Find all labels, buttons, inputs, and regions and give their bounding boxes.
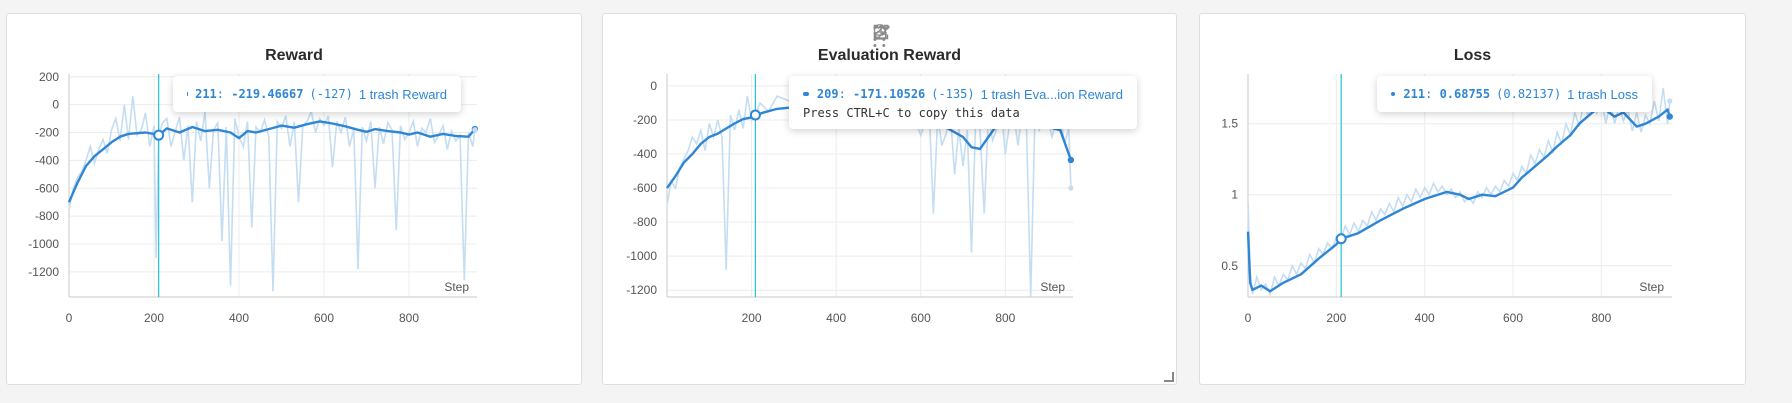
hover-point-marker bbox=[1335, 233, 1347, 245]
more-icon[interactable] bbox=[874, 25, 1135, 48]
raw-end-marker bbox=[1068, 185, 1074, 191]
series-swatch bbox=[1391, 92, 1396, 96]
y-tick-label: -1000 bbox=[626, 249, 657, 263]
tooltip-value: -171.10526 bbox=[853, 87, 926, 101]
tooltip-series-name: 1 trash Eva...ion Reward bbox=[980, 86, 1123, 102]
y-tick-label: -1200 bbox=[626, 283, 657, 297]
raw-end-marker bbox=[472, 127, 478, 133]
x-tick-label: 200 bbox=[144, 311, 164, 325]
y-tick-label: -1000 bbox=[28, 237, 59, 251]
y-tick-label: -600 bbox=[633, 181, 657, 195]
x-tick-label: 800 bbox=[1591, 311, 1611, 325]
x-tick-label: 800 bbox=[995, 311, 1015, 325]
y-tick-label: -400 bbox=[35, 153, 59, 167]
x-tick-label: 600 bbox=[1503, 311, 1523, 325]
raw-end-marker bbox=[1667, 98, 1673, 104]
tooltip-value: 0.68755 bbox=[1439, 87, 1491, 101]
evaluation-reward-tooltip: 209 : -171.10526 (-135) 1 trash Eva...io… bbox=[789, 76, 1137, 129]
series-swatch bbox=[803, 92, 809, 96]
hover-point-marker bbox=[749, 109, 761, 121]
series-end-marker bbox=[1067, 156, 1075, 164]
x-tick-label: 600 bbox=[911, 311, 931, 325]
x-axis-label: Step bbox=[1040, 280, 1065, 294]
tooltip-step: 211 bbox=[1403, 87, 1426, 101]
tooltip-value: -219.46667 bbox=[231, 87, 304, 101]
y-tick-label: -1200 bbox=[28, 265, 59, 279]
x-tick-label: 600 bbox=[314, 311, 334, 325]
series-end-marker bbox=[1666, 113, 1673, 120]
y-tick-label: -200 bbox=[633, 113, 657, 127]
y-tick-label: -800 bbox=[633, 215, 657, 229]
chart-panel-reward[interactable]: Reward 200 0 -200 -400 -600 -800 -1000 -1200 0 20… bbox=[6, 13, 582, 385]
raw-series-line bbox=[68, 96, 476, 292]
panel-toolbar: • • • •• • • • bbox=[873, 23, 1163, 52]
tooltip-colon: : bbox=[838, 87, 854, 101]
hover-point-marker bbox=[153, 129, 165, 141]
copy-hint: Press CTRL+C to copy this data bbox=[803, 106, 1020, 120]
x-tick-label: 0 bbox=[66, 311, 73, 325]
tooltip-step: 211 bbox=[195, 87, 217, 101]
resize-handle-icon[interactable] bbox=[1164, 372, 1174, 382]
y-tick-label: 200 bbox=[39, 70, 59, 84]
loss-chart[interactable]: 1.5 1 0.5 0 200 400 600 800 Step bbox=[1200, 14, 1746, 385]
raw-series-line bbox=[1247, 88, 1671, 297]
x-tick-label: 200 bbox=[742, 311, 762, 325]
x-tick-label: 400 bbox=[229, 311, 249, 325]
x-tick-label: 0 bbox=[1245, 311, 1252, 325]
tooltip-colon: : bbox=[216, 87, 232, 101]
y-tick-label: -400 bbox=[633, 147, 657, 161]
evaluation-reward-chart[interactable]: 0 -200 -400 -600 -800 -1000 -1200 200 400 600 800 S… bbox=[603, 14, 1177, 385]
tooltip-smoothed: (-127) bbox=[309, 87, 353, 101]
x-tick-label: 400 bbox=[826, 311, 846, 325]
y-tick-label: 1.5 bbox=[1221, 117, 1238, 131]
x-axis-label: Step bbox=[444, 280, 469, 294]
chart-title: Evaluation Reward bbox=[817, 47, 962, 64]
tooltip-smoothed: (-135) bbox=[931, 87, 975, 101]
x-tick-label: 800 bbox=[399, 311, 419, 325]
tooltip-step: 209 bbox=[816, 87, 839, 101]
tooltip-series-name: 1 trash Reward bbox=[358, 86, 447, 102]
tooltip-colon: : bbox=[1425, 87, 1440, 101]
chart-title: Reward bbox=[265, 47, 323, 64]
tooltip-smoothed: (0.82137) bbox=[1496, 87, 1562, 101]
smoothed-series-line bbox=[67, 120, 476, 203]
reward-chart[interactable]: 200 0 -200 -400 -600 -800 -1000 -1200 0 200 400 600… bbox=[7, 14, 582, 385]
y-tick-label: -200 bbox=[35, 126, 59, 140]
chart-title: Loss bbox=[1453, 47, 1492, 64]
loss-tooltip: 211 : 0.68755 (0.82137) 1 trash Loss bbox=[1377, 76, 1652, 112]
tooltip-series-name: 1 trash Loss bbox=[1567, 86, 1638, 102]
x-axis-label: Step bbox=[1639, 280, 1664, 294]
x-tick-label: 200 bbox=[1326, 311, 1346, 325]
y-tick-label: 1 bbox=[1231, 188, 1238, 202]
chart-panel-evaluation-reward[interactable]: Evaluation Reward • • • •• • • • 0 -200 -4… bbox=[602, 13, 1177, 385]
y-tick-label: 0 bbox=[650, 79, 657, 93]
reward-tooltip: 211 : -219.46667 (-127) 1 trash Reward bbox=[173, 76, 461, 112]
smoothed-series-line bbox=[1246, 105, 1671, 293]
y-tick-label: 0 bbox=[52, 98, 59, 112]
y-tick-label: 0.5 bbox=[1221, 259, 1238, 273]
x-tick-label: 400 bbox=[1415, 311, 1435, 325]
y-tick-label: -800 bbox=[35, 209, 59, 223]
chart-panel-loss[interactable]: Loss 1.5 1 0.5 0 200 400 600 800 Step 211 : 0.68… bbox=[1199, 13, 1746, 385]
y-tick-label: -600 bbox=[35, 181, 59, 195]
